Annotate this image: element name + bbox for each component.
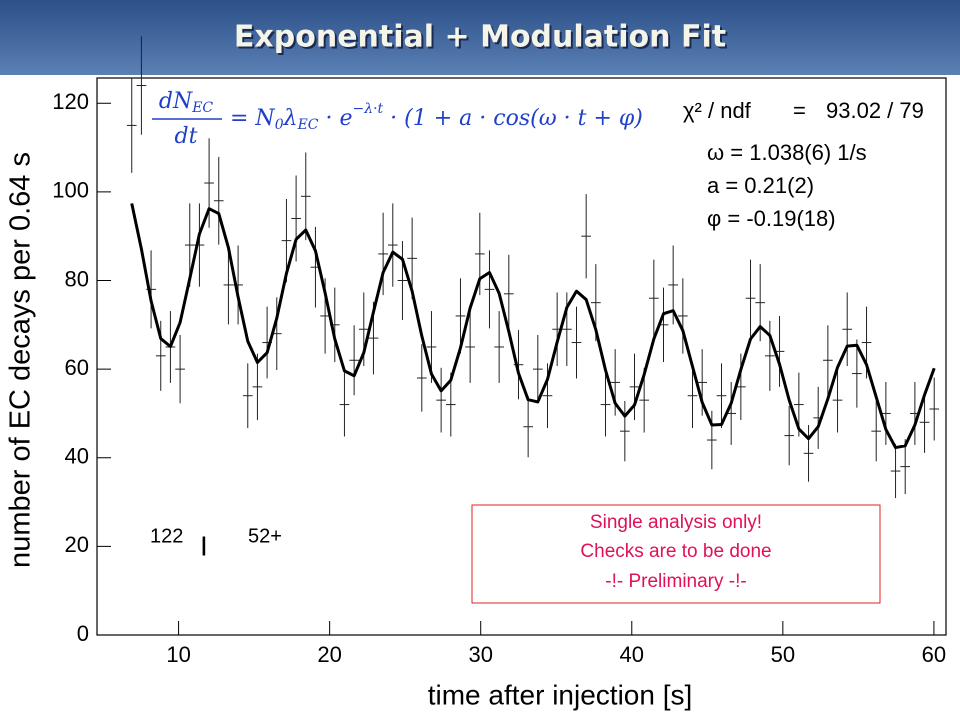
formula-rhs: = N0λEC · e−λ·t · (1 + a · cos(ω · t + φ…: [230, 101, 643, 133]
isotope-mass: 122: [150, 525, 183, 547]
y-tick-label: 120: [52, 89, 89, 114]
x-tick-label: 60: [922, 642, 946, 667]
formula-denominator: dt: [175, 124, 198, 149]
title-bar: [0, 0, 960, 75]
fit-line: [130, 203, 936, 450]
isotope: 122 I 52+: [150, 525, 282, 561]
x-axis-label: time after injection [s]: [428, 679, 693, 710]
stat-chi-label: χ² / ndf: [683, 98, 752, 123]
x-tick-label: 50: [771, 642, 795, 667]
stat-chi-eq: =: [793, 98, 806, 123]
stat-phi: φ = -0.19(18): [707, 206, 836, 231]
formula-part: = N: [230, 106, 275, 131]
x-tick-label: 30: [468, 642, 492, 667]
formula-part: 0: [275, 117, 284, 133]
plot: 10 20 30 40 50 60 0 20 40 60 80 100 120: [52, 36, 946, 667]
formula: dNEC dt = N0λEC · e−λ·t · (1 + a · cos(ω…: [152, 89, 643, 149]
x-tick-label: 10: [166, 642, 190, 667]
stat-omega: ω = 1.038(6) 1/s: [707, 140, 867, 165]
plot-frame: [96, 77, 947, 636]
formula-part: −λ·t: [353, 101, 384, 117]
formula-part: EC: [191, 100, 213, 116]
y-tick-label: 40: [65, 444, 89, 469]
stat-chi-value: 93.02 / 79: [826, 98, 924, 123]
formula-part: dN: [159, 89, 193, 114]
x-tick-label: 20: [317, 642, 341, 667]
notice-frame: [471, 504, 881, 604]
fit-stats: χ² / ndf = 93.02 / 79 ω = 1.038(6) 1/s a…: [683, 98, 924, 231]
y-tick-label: 60: [65, 355, 89, 380]
formula-part: · (1 + a · cos(ω · t + φ): [383, 106, 643, 131]
notice-line: Checks are to be done: [580, 541, 771, 562]
slide-title: Exponential + Modulation Fit: [234, 20, 726, 55]
title-shadow: Exponential + Modulation Fit: [236, 22, 728, 57]
formula-part: · e: [319, 106, 353, 131]
y-tick-label: 80: [65, 266, 89, 291]
isotope-charge: 52+: [248, 525, 282, 547]
isotope-element: I: [200, 530, 208, 561]
y-tick-label: 20: [65, 532, 89, 557]
formula-numerator: dNEC: [159, 89, 214, 116]
formula-part: λ: [283, 106, 298, 131]
y-tick-label: 100: [52, 178, 89, 203]
notice-line: Single analysis only!: [590, 512, 762, 533]
stat-a: a = 0.21(2): [707, 173, 814, 198]
notice-box: Single analysis only! Checks are to be d…: [471, 504, 881, 604]
y-tick-label: 0: [77, 621, 89, 646]
formula-part: EC: [297, 117, 319, 133]
notice-line: -!- Preliminary -!-: [605, 571, 746, 592]
y-axis-label: number of EC decays per 0.64 s: [5, 152, 37, 568]
x-tick-label: 40: [620, 642, 644, 667]
